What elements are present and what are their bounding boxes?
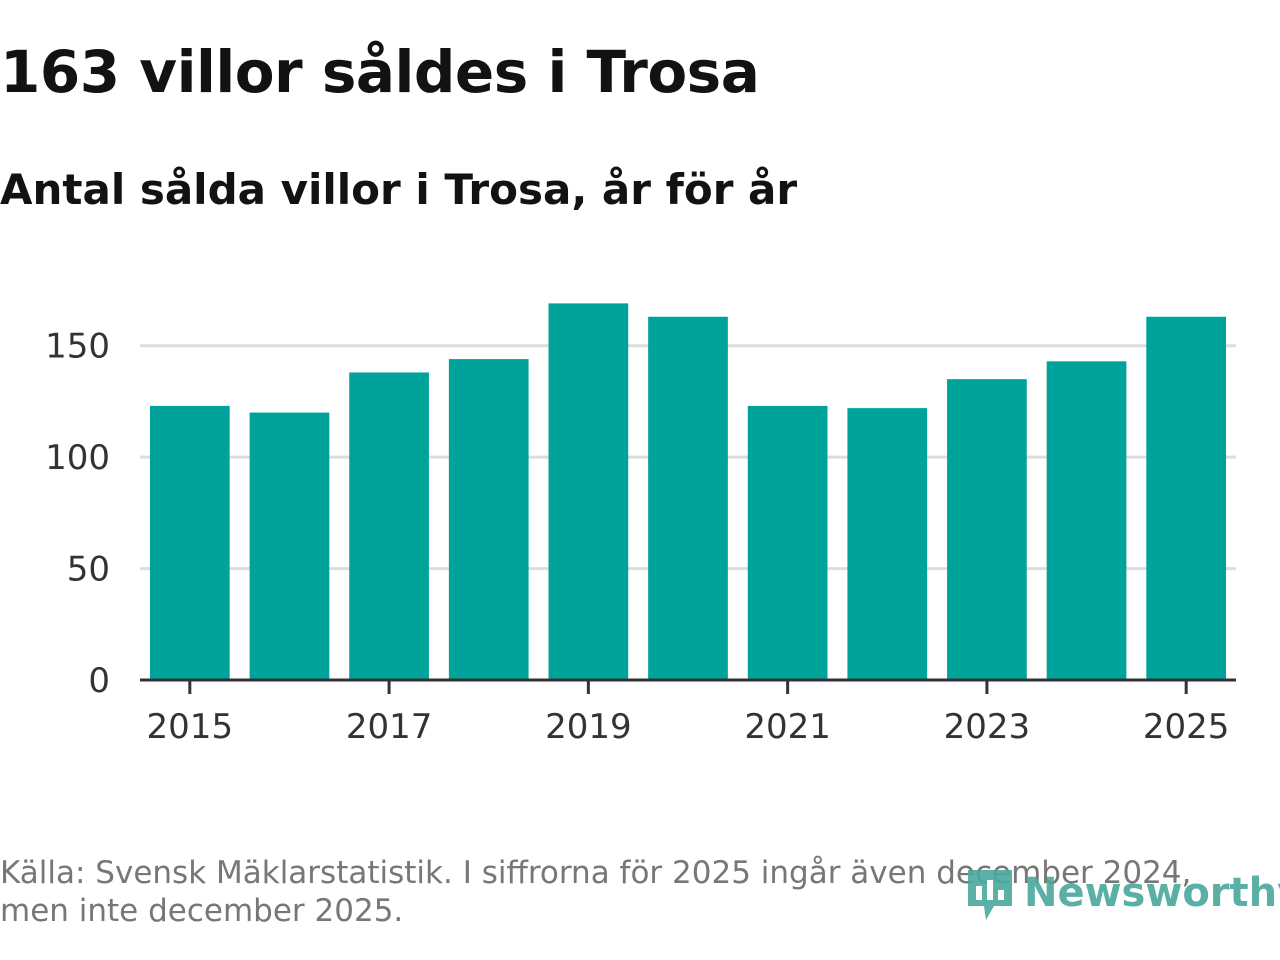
bar-2016 [249, 412, 330, 680]
x-tick-label: 2021 [744, 707, 831, 747]
x-tick-label: 2023 [944, 707, 1031, 747]
bar-chart: 0 50 100 150 2015 2017 2019 2021 2023 2025 [45, 303, 1236, 747]
newsworthy-logo: Newsworthy [964, 862, 1280, 924]
newsworthy-logo-icon [968, 870, 1012, 920]
bars [149, 303, 1227, 680]
y-tick-label: 0 [88, 661, 110, 701]
chart-subtitle: Antal sålda villor i Trosa, år för år [0, 165, 798, 214]
y-tick-label: 150 [45, 327, 110, 367]
bar-2018 [448, 359, 529, 680]
x-tick-label: 2019 [545, 707, 632, 747]
x-tick-label: 2025 [1143, 707, 1230, 747]
logo-text: Newsworthy [1024, 870, 1280, 916]
chart-title: 163 villor såldes i Trosa [0, 38, 760, 106]
bar-2025 [1146, 316, 1227, 680]
bar-2019 [548, 303, 629, 680]
bar-2015 [149, 405, 230, 680]
x-tick-label: 2015 [147, 707, 234, 747]
bar-2024 [1046, 361, 1127, 680]
x-tick-label: 2017 [346, 707, 433, 747]
y-tick-label: 50 [67, 550, 110, 590]
axes: 0 50 100 150 2015 2017 2019 2021 2023 2025 [45, 327, 1236, 747]
y-tick-label: 100 [45, 438, 110, 478]
bar-2023 [947, 379, 1027, 680]
bar-2017 [349, 372, 429, 680]
bar-2021 [747, 405, 828, 680]
bar-2020 [648, 316, 728, 680]
bar-2022 [847, 408, 928, 680]
